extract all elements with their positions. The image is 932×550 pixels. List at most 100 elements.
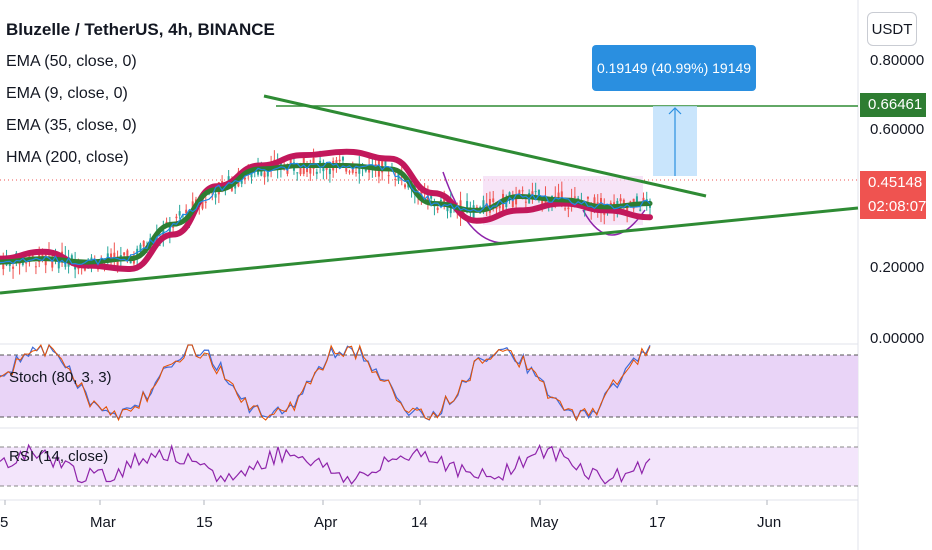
candle-body	[622, 199, 625, 206]
candle-body	[567, 207, 570, 210]
candle-body	[492, 198, 495, 202]
candle-body	[12, 266, 15, 269]
candle-body	[338, 159, 341, 162]
candle-body	[204, 201, 207, 203]
candle-body	[436, 207, 439, 211]
candle-body	[266, 168, 269, 177]
stoch-band	[0, 355, 858, 417]
candle-body	[181, 215, 184, 217]
candle-body	[296, 172, 299, 174]
candle-body	[348, 171, 351, 173]
candle-body	[573, 196, 576, 198]
price-tick: 0.80000	[870, 52, 925, 69]
symbol-title[interactable]: Bluzelle / TetherUS, 4h, BINANCE	[6, 20, 275, 39]
time-tick: Mar	[90, 514, 116, 531]
candle-body	[466, 201, 469, 213]
candle-body	[626, 205, 629, 214]
candle-body	[260, 169, 263, 176]
candle-body	[34, 266, 37, 268]
ascending-trendline[interactable]	[0, 206, 859, 295]
candle-body	[619, 198, 622, 202]
candle-body	[178, 211, 181, 216]
candle-body	[126, 250, 129, 257]
indicator-ema35[interactable]: EMA (35, close, 0)	[6, 117, 137, 134]
candle-body	[155, 233, 158, 244]
candle-body	[384, 161, 387, 166]
candle-body	[515, 194, 518, 205]
candle-body	[560, 191, 563, 202]
candle-body	[201, 200, 204, 209]
indicator-hma[interactable]: HMA (200, close)	[6, 149, 129, 166]
candle-body	[175, 216, 178, 219]
candle-body	[426, 195, 429, 203]
time-tick: 5	[0, 514, 9, 531]
legend: Bluzelle / TetherUS, 4h, BINANCE EMA (50…	[6, 14, 275, 174]
candle-body	[221, 181, 224, 183]
candle-body	[2, 261, 5, 270]
last-price-pill: 0.45148	[860, 171, 926, 195]
candle-body	[234, 185, 237, 189]
ema9-line	[0, 161, 651, 266]
measure-tooltip: 0.19149 (40.99%) 19149	[592, 45, 756, 91]
price-tick: 0.60000	[870, 121, 925, 138]
candle-body	[325, 167, 328, 170]
candle-body	[172, 226, 175, 228]
descending-trendline[interactable]	[263, 94, 707, 198]
candle-body	[387, 175, 390, 177]
candle-body	[319, 160, 322, 165]
currency-button[interactable]: USDT	[867, 12, 917, 46]
candle-body	[289, 158, 292, 165]
candle-body	[335, 160, 338, 165]
time-tick: 17	[649, 514, 666, 531]
candle-body	[116, 260, 119, 267]
countdown-pill: 02:08:07	[860, 195, 926, 219]
candle-body	[521, 190, 524, 192]
candle-body	[524, 201, 527, 203]
measure-arrowhead	[668, 107, 682, 115]
candle-body	[511, 197, 514, 207]
candle-body	[498, 205, 501, 209]
candle-body	[577, 198, 580, 200]
rsi-label[interactable]: RSI (14, close)	[9, 448, 109, 465]
candle-body	[430, 194, 433, 199]
candle-body	[439, 199, 442, 202]
candle-body	[263, 172, 266, 178]
candle-body	[299, 163, 302, 175]
price-tick: 0.20000	[870, 259, 925, 276]
candle-body	[586, 196, 589, 199]
candle-body	[123, 252, 126, 256]
candle-body	[185, 209, 188, 214]
ema50-line	[0, 163, 653, 265]
candle-body	[83, 267, 86, 271]
candle-body	[355, 172, 358, 174]
indicator-ema9[interactable]: EMA (9, close, 0)	[6, 85, 128, 102]
time-tick: Apr	[314, 514, 338, 531]
candle-body	[136, 248, 139, 258]
candle-body	[113, 252, 116, 260]
hma-line	[0, 148, 653, 273]
candle-body	[537, 189, 540, 198]
candle-body	[51, 258, 54, 268]
candle-body	[635, 196, 638, 205]
time-tick: 14	[411, 514, 428, 531]
candle-body	[351, 168, 354, 173]
candle-body	[139, 244, 142, 253]
time-tick: May	[530, 514, 559, 531]
rsi-line	[0, 443, 651, 485]
candle-body	[214, 193, 217, 198]
candle-body	[309, 165, 312, 174]
candle-body	[25, 262, 28, 264]
candle-body	[211, 193, 214, 195]
target-price-pill: 0.66461	[860, 93, 926, 117]
indicator-ema50[interactable]: EMA (50, close, 0)	[6, 53, 137, 70]
time-tick: Jun	[757, 514, 782, 531]
candle-body	[420, 186, 423, 200]
candle-body	[482, 200, 485, 213]
candle-body	[381, 159, 384, 173]
stoch-d-line	[0, 343, 651, 422]
candle-body	[508, 192, 511, 198]
candle-body	[564, 208, 567, 210]
stoch-label[interactable]: Stoch (80, 3, 3)	[9, 369, 112, 386]
candle-body	[397, 173, 400, 181]
